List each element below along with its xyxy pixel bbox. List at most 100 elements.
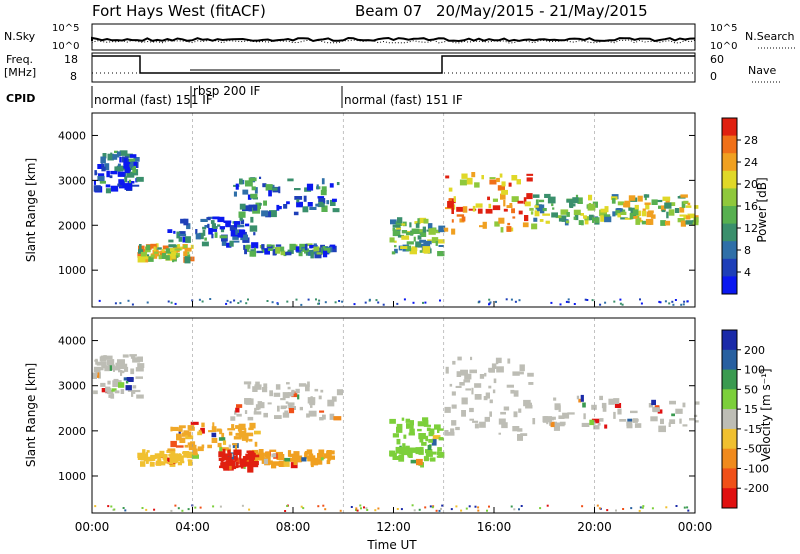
data-cell [118, 382, 125, 388]
data-cell [320, 389, 324, 393]
data-cell [600, 215, 605, 222]
data-cell [406, 232, 414, 236]
data-cell [658, 425, 666, 433]
data-cell [554, 403, 561, 410]
data-cell [565, 220, 570, 224]
data-cell [462, 206, 468, 213]
data-cell [211, 233, 214, 239]
data-cell [409, 247, 417, 255]
data-cell [604, 424, 608, 429]
data-cell [685, 205, 692, 208]
data-cell [422, 301, 424, 304]
data-cell [631, 216, 638, 219]
data-cell [198, 232, 204, 240]
data-cell [132, 385, 137, 389]
data-cell [211, 437, 218, 443]
data-cell [599, 209, 607, 217]
data-cell [529, 207, 534, 211]
data-cell [427, 239, 432, 242]
data-cell [602, 405, 607, 412]
data-cell [137, 252, 144, 258]
data-cell [592, 201, 598, 208]
colorbar-tick-label: 24 [744, 156, 758, 169]
data-cell [452, 360, 456, 365]
data-cell [167, 448, 176, 452]
data-cell [599, 418, 604, 422]
data-cell [512, 371, 520, 376]
data-cell [170, 426, 173, 432]
data-cell [170, 509, 173, 512]
data-cell [425, 449, 433, 454]
data-cell [485, 392, 490, 399]
data-cell [188, 459, 193, 466]
data-cell [553, 397, 557, 401]
data-cell [500, 193, 506, 200]
data-cell [430, 451, 437, 455]
data-cell [666, 211, 669, 219]
data-cell [117, 163, 121, 167]
data-cell [668, 209, 675, 216]
data-cell [466, 177, 473, 185]
data-cell [268, 210, 277, 218]
data-cell [534, 210, 540, 217]
data-cell [243, 244, 246, 250]
data-cell [527, 372, 534, 377]
data-cell [566, 199, 574, 203]
data-cell [598, 507, 601, 510]
data-cell [128, 158, 135, 162]
data-cell [195, 229, 198, 235]
data-cell [174, 248, 182, 251]
data-cell [429, 505, 432, 508]
data-cell [157, 247, 162, 250]
data-cell [309, 245, 313, 249]
data-cell [191, 454, 199, 459]
data-cell [360, 507, 362, 510]
data-cell [544, 416, 552, 423]
data-cell [98, 372, 101, 379]
data-cell [289, 243, 296, 251]
data-cell [233, 461, 236, 468]
data-cell [178, 236, 183, 242]
data-cell [615, 509, 617, 512]
data-cell [285, 401, 289, 404]
data-cell [524, 215, 529, 222]
data-cell [162, 454, 167, 460]
data-cell [498, 418, 506, 425]
data-cell [479, 421, 486, 428]
colorbar-tick-label: -200 [744, 482, 769, 495]
velocity-colorbar: 200 100 50 15 -15 -50 -100 -200 [721, 329, 769, 509]
data-cell [438, 451, 445, 458]
data-cell [295, 388, 300, 394]
data-cell [641, 220, 647, 225]
data-cell [314, 388, 319, 392]
data-cell [233, 221, 241, 228]
data-cell [411, 504, 414, 507]
data-cell [206, 217, 211, 221]
data-cell [382, 303, 385, 306]
data-cell [449, 198, 456, 204]
data-cell [148, 256, 151, 261]
colorbar-swatch [722, 409, 737, 430]
data-cell [309, 206, 317, 210]
data-cell [560, 209, 569, 215]
data-cell [123, 161, 130, 169]
data-cell [197, 446, 204, 452]
data-cell [110, 185, 119, 192]
data-cell [313, 246, 320, 252]
data-cell [642, 505, 645, 508]
data-cell [120, 181, 125, 186]
data-cell [150, 454, 157, 459]
data-cell [489, 399, 493, 404]
data-cell [355, 509, 357, 511]
data-cell [503, 200, 506, 207]
x-tick-label: 08:00 [276, 520, 311, 534]
data-cell [694, 414, 698, 417]
data-cell [660, 418, 664, 425]
data-cell [429, 457, 436, 462]
data-cell [402, 443, 406, 449]
data-cell [624, 200, 631, 208]
data-cell [119, 166, 127, 171]
colorbar-tick-label: -50 [744, 443, 762, 456]
data-cell [415, 447, 421, 455]
data-cell [168, 454, 172, 457]
